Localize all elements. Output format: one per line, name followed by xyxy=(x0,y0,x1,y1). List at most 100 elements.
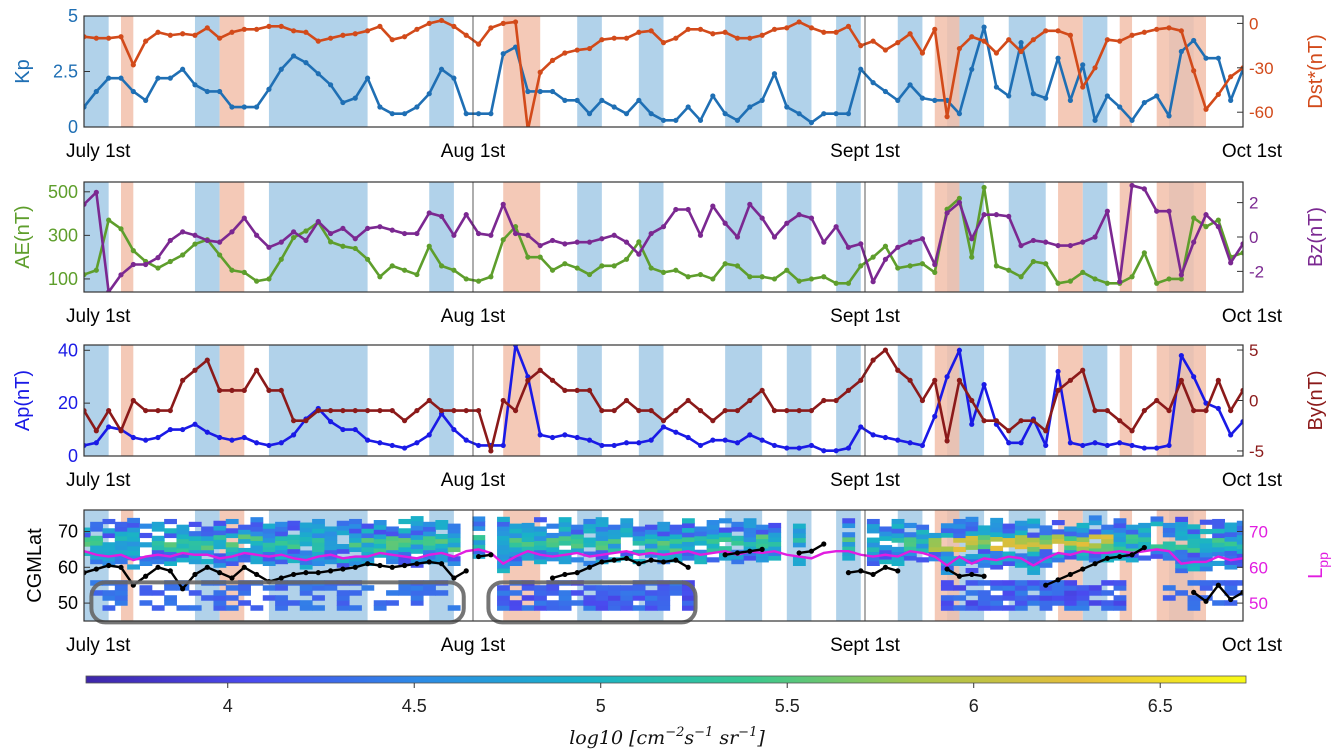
heatmap-cell xyxy=(891,528,905,534)
heatmap-cell xyxy=(866,546,880,553)
series-point-right xyxy=(155,29,161,35)
heatmap-cell xyxy=(497,540,510,546)
series-point-left xyxy=(1092,117,1098,123)
series-point-left xyxy=(315,71,321,77)
heatmap-cell xyxy=(151,540,165,546)
heatmap-cell xyxy=(558,549,572,555)
heatmap-cell xyxy=(645,552,658,558)
heatmap-cell xyxy=(866,518,880,525)
heatmap-cell xyxy=(139,556,153,562)
heatmap-cell xyxy=(657,549,671,555)
boundary-point xyxy=(93,566,99,572)
boundary-point xyxy=(944,566,950,572)
series-point-right xyxy=(907,31,913,37)
series-point-right xyxy=(1006,213,1012,219)
heatmap-cell xyxy=(1175,554,1189,560)
heatmap-cell xyxy=(1064,535,1078,541)
heatmap-cell xyxy=(571,533,584,540)
heatmap-cell xyxy=(262,560,276,566)
series-point-right xyxy=(438,213,445,219)
series-point-right xyxy=(919,397,926,404)
heatmap-cell xyxy=(102,590,116,596)
series-point-right xyxy=(475,230,482,237)
heatmap-cell xyxy=(977,580,991,586)
heatmap-cell xyxy=(1039,530,1053,536)
heatmap-cell xyxy=(1027,569,1041,575)
heatmap-cell xyxy=(1212,532,1226,539)
heatmap-cell xyxy=(940,523,954,529)
heatmap-cell xyxy=(127,517,140,524)
series-point-right xyxy=(821,29,827,35)
heatmap-cell xyxy=(423,531,436,537)
heatmap-cell xyxy=(608,524,621,530)
right-tick-label: 0 xyxy=(1249,14,1258,33)
heatmap-cell xyxy=(1199,561,1213,567)
series-point-right xyxy=(512,407,519,414)
series-point-left xyxy=(463,276,469,282)
heatmap-cell xyxy=(534,605,547,611)
series-point-right xyxy=(414,407,420,414)
series-point-right xyxy=(981,418,987,424)
series-point-right xyxy=(648,230,654,237)
series-point-left xyxy=(648,111,654,117)
series-point-left xyxy=(747,104,753,110)
series-point-right xyxy=(266,23,272,29)
heatmap-cell xyxy=(965,600,979,606)
heatmap-cell xyxy=(497,516,510,522)
heatmap-cell xyxy=(953,528,967,534)
heatmap-cell xyxy=(1002,532,1016,539)
heatmap-cell xyxy=(299,564,313,570)
heatmap-cell xyxy=(1212,542,1226,548)
colorbar-label-part: s xyxy=(684,727,694,749)
boundary-point xyxy=(180,586,186,592)
heatmap-cell xyxy=(731,540,745,546)
series-point-left xyxy=(488,111,494,117)
heatmap-cell xyxy=(718,532,732,538)
heatmap-cell xyxy=(1101,600,1115,606)
heatmap-cell xyxy=(127,531,140,537)
heatmap-cell xyxy=(164,542,177,548)
shading-blue-band xyxy=(1082,345,1108,456)
heatmap-cell xyxy=(866,560,880,566)
heatmap-cell xyxy=(669,585,683,591)
heatmap-cell xyxy=(1162,522,1176,529)
series-point-right xyxy=(636,29,642,35)
heatmap-cell xyxy=(1236,557,1243,564)
heatmap-cell xyxy=(1236,580,1243,586)
heatmap-cell xyxy=(497,600,510,606)
heatmap-cell xyxy=(1051,529,1065,535)
series-point-left xyxy=(574,434,580,441)
heatmap-cell xyxy=(287,534,301,540)
series-point-right xyxy=(167,32,173,38)
heatmap-cell xyxy=(262,523,276,529)
series-point-right xyxy=(981,212,987,218)
heatmap-cell xyxy=(1027,600,1041,606)
right-tick-label: 60 xyxy=(1249,558,1268,577)
heatmap-cell xyxy=(558,559,572,565)
heatmap-cell xyxy=(90,545,103,551)
heatmap-cell xyxy=(546,546,560,553)
series-point-left xyxy=(660,117,667,123)
boundary-point xyxy=(599,559,605,565)
series-point-left xyxy=(710,93,716,99)
heatmap-cell xyxy=(102,532,116,539)
heatmap-cell xyxy=(583,542,597,548)
series-point-left xyxy=(660,424,667,430)
heatmap-cell xyxy=(681,546,695,552)
heatmap-cell xyxy=(990,545,1004,551)
series-point-left xyxy=(821,111,827,117)
series-point-right xyxy=(697,26,704,32)
series-point-right xyxy=(1104,208,1110,214)
heatmap-cell xyxy=(755,552,769,558)
series-point-right xyxy=(1092,407,1098,414)
series-point-right xyxy=(759,215,765,221)
heatmap-cell xyxy=(361,537,375,543)
series-point-left xyxy=(327,82,334,88)
heatmap-cell xyxy=(928,537,942,543)
heatmap-cell xyxy=(534,595,547,601)
heatmap-cell xyxy=(595,600,609,606)
series-point-left xyxy=(919,261,926,267)
shading-blue-band xyxy=(786,345,812,456)
heatmap-cell xyxy=(1199,585,1213,591)
series-point-right xyxy=(993,50,1000,56)
